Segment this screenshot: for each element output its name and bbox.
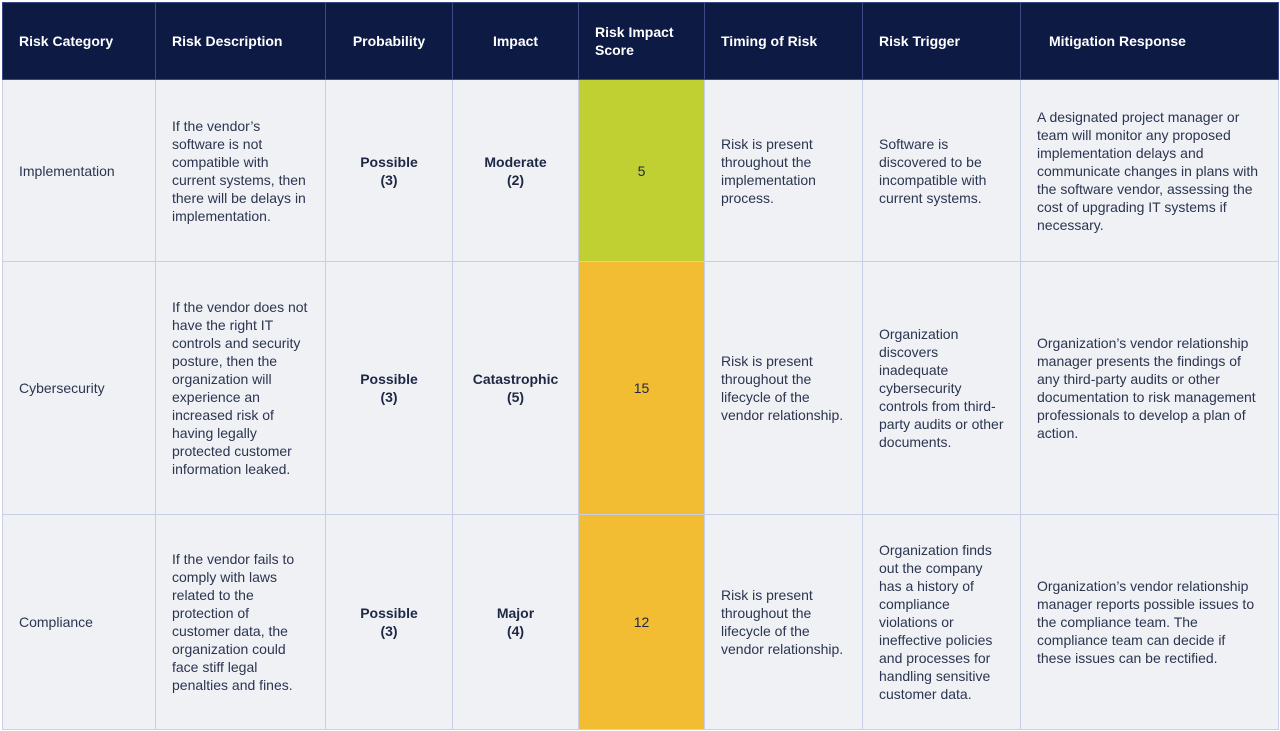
header-risk-trigger: Risk Trigger xyxy=(862,2,1021,80)
header-probability: Probability xyxy=(325,2,453,80)
risk-impact-score-cell: 12 xyxy=(578,514,705,730)
impact-cell: Catastrophic (5) xyxy=(452,261,579,515)
risk-category-cell: Compliance xyxy=(2,514,156,730)
header-risk-category: Risk Category xyxy=(2,2,156,80)
risk-category-cell: Cybersecurity xyxy=(2,261,156,515)
probability-cell: Possible (3) xyxy=(325,261,453,515)
impact-label: Major xyxy=(496,605,535,621)
probability-cell: Possible (3) xyxy=(325,79,453,262)
header-risk-impact-score: Risk Impact Score xyxy=(578,2,705,80)
risk-impact-score-cell: 5 xyxy=(578,79,705,262)
trigger-cell: Organization finds out the company has a… xyxy=(862,514,1021,730)
table-row: Implementation If the vendor’s software … xyxy=(2,79,1279,262)
probability-label: Possible xyxy=(360,371,418,387)
impact-value: (5) xyxy=(506,389,525,405)
table-row: Cybersecurity If the vendor does not hav… xyxy=(2,261,1279,515)
impact-value: (2) xyxy=(506,171,525,188)
header-impact: Impact xyxy=(452,2,579,80)
probability-label: Possible xyxy=(360,605,418,621)
mitigation-cell: Organization’s vendor relationship manag… xyxy=(1020,261,1279,515)
risk-description-cell: If the vendor fails to comply with laws … xyxy=(155,514,326,730)
timing-cell: Risk is present throughout the implement… xyxy=(704,79,863,262)
timing-cell: Risk is present throughout the lifecycle… xyxy=(704,514,863,730)
header-mitigation-response: Mitigation Response xyxy=(1020,2,1279,80)
risk-description-cell: If the vendor does not have the right IT… xyxy=(155,261,326,515)
impact-label: Moderate xyxy=(484,153,547,170)
probability-value: (3) xyxy=(380,623,398,639)
risk-impact-score-cell: 15 xyxy=(578,261,705,515)
impact-label: Catastrophic xyxy=(472,371,559,387)
mitigation-cell: Organization’s vendor relationship manag… xyxy=(1020,514,1279,730)
timing-cell: Risk is present throughout the lifecycle… xyxy=(704,261,863,515)
probability-label: Possible xyxy=(360,153,418,170)
impact-cell: Major (4) xyxy=(452,514,579,730)
impact-cell: Moderate (2) xyxy=(452,79,579,262)
impact-value: (4) xyxy=(506,623,525,639)
risk-category-cell: Implementation xyxy=(2,79,156,262)
probability-value: (3) xyxy=(380,389,398,405)
header-timing-of-risk: Timing of Risk xyxy=(704,2,863,80)
trigger-cell: Software is discovered to be incompatibl… xyxy=(862,79,1021,262)
table-row: Compliance If the vendor fails to comply… xyxy=(2,514,1279,730)
header-row: Risk Category Risk Description Probabili… xyxy=(2,2,1279,80)
mitigation-cell: A designated project manager or team wil… xyxy=(1020,79,1279,262)
probability-cell: Possible (3) xyxy=(325,514,453,730)
risk-description-cell: If the vendor’s software is not compatib… xyxy=(155,79,326,262)
header-risk-description: Risk Description xyxy=(155,2,326,80)
probability-value: (3) xyxy=(380,171,398,188)
trigger-cell: Organization discovers inadequate cybers… xyxy=(862,261,1021,515)
